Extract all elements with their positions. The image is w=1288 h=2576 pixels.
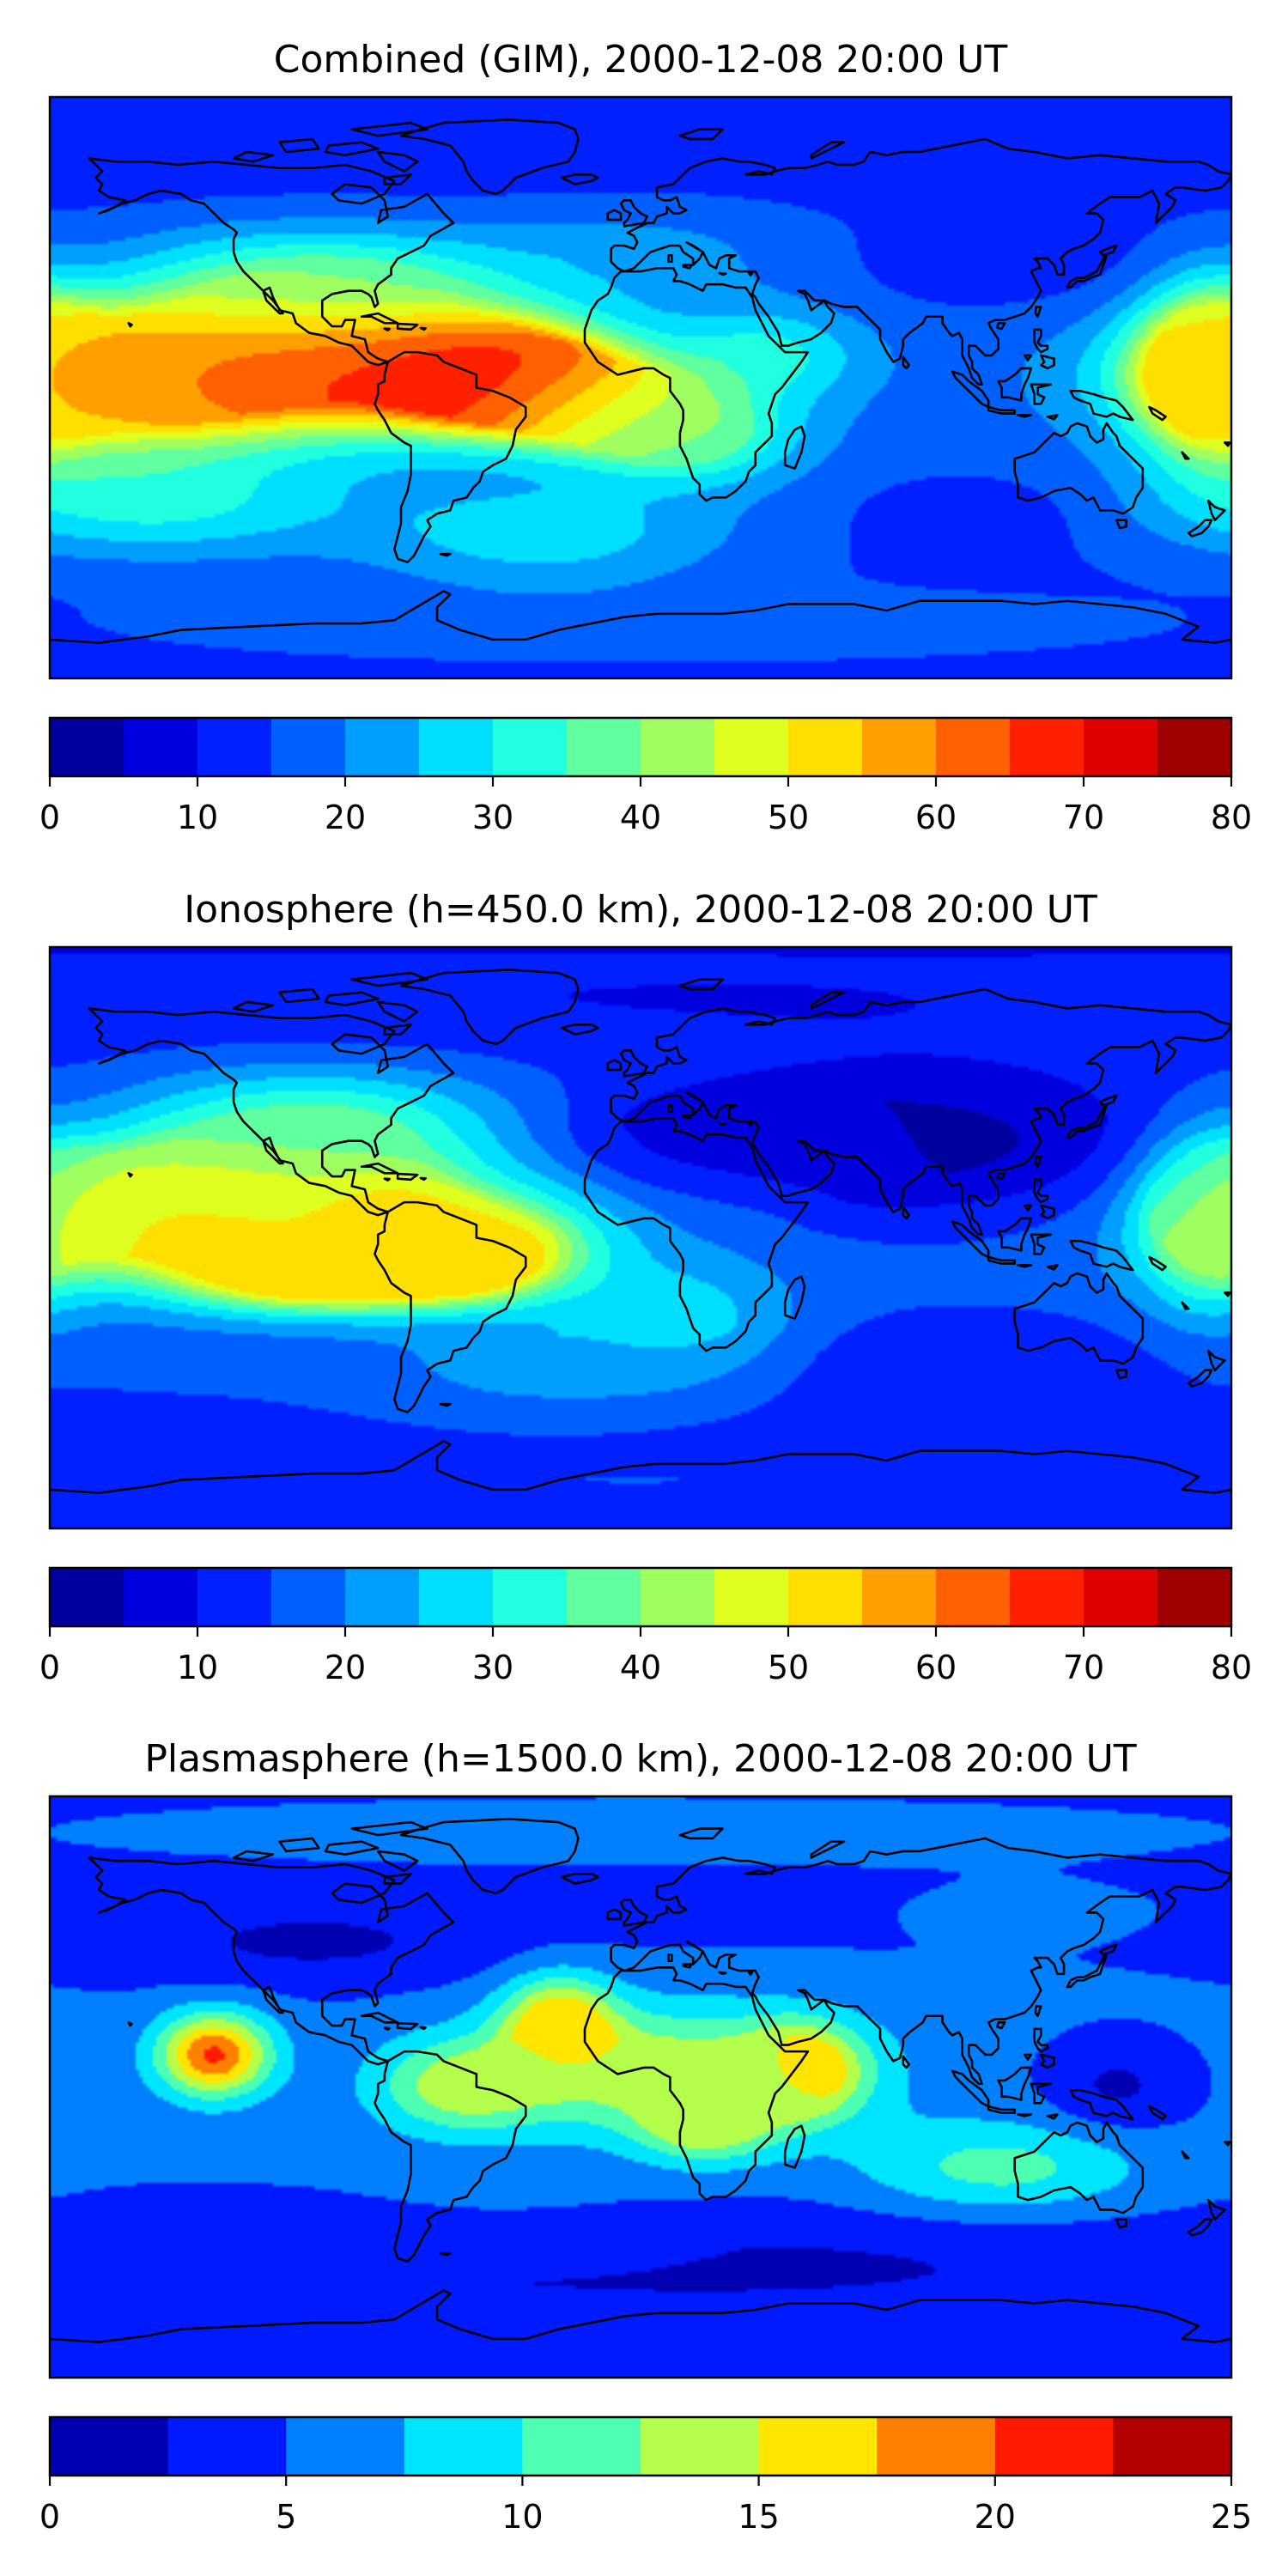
colorbar-bin xyxy=(641,718,715,776)
colorbar-tick-label: 70 xyxy=(1063,1649,1104,1686)
colorbar-bin xyxy=(50,2417,169,2476)
colorbar-bin xyxy=(419,718,494,776)
colorbar-bin xyxy=(936,1568,1011,1626)
colorbar-bin xyxy=(714,1568,789,1626)
colorbar-tick-label: 60 xyxy=(915,1649,957,1686)
colorbar-tick-label: 15 xyxy=(738,2498,779,2536)
chart-title: Ionosphere (h=450.0 km), 2000-12-08 20:0… xyxy=(184,888,1097,932)
colorbar-tick-label: 10 xyxy=(177,1649,218,1686)
colorbar-bin xyxy=(862,1568,937,1626)
colorbar-tick-label: 5 xyxy=(276,2498,296,2536)
colorbar-bin xyxy=(641,1568,715,1626)
colorbar-bin xyxy=(124,1568,198,1626)
colorbar-bin xyxy=(714,718,789,776)
colorbar-tick-label: 40 xyxy=(620,1649,661,1686)
colorbar-bin xyxy=(124,718,198,776)
colorbar-bin xyxy=(936,718,1011,776)
colorbar-tick-label: 0 xyxy=(39,2498,60,2536)
colorbar-bin xyxy=(1157,1568,1232,1626)
colorbar-bin xyxy=(1113,2417,1232,2476)
colorbar-bin xyxy=(345,1568,420,1626)
colorbar-bin xyxy=(788,1568,863,1626)
colorbar-bin xyxy=(567,718,641,776)
chart-title: Plasmasphere (h=1500.0 km), 2000-12-08 2… xyxy=(144,1737,1136,1781)
colorbar-bin xyxy=(197,1568,272,1626)
map-frame xyxy=(48,945,1233,1530)
colorbar-bin xyxy=(167,2417,287,2476)
colorbar-bin xyxy=(1157,718,1232,776)
colorbar: 0 10 20 30 40 50 60 70 80 xyxy=(39,1566,1252,1686)
colorbar-bin xyxy=(1084,718,1158,776)
chart-panel-2: Ionosphere (h=450.0 km), 2000-12-08 20:0… xyxy=(39,888,1252,1686)
colorbar-tick-label: 60 xyxy=(915,799,957,836)
colorbar-bin xyxy=(994,2417,1114,2476)
colorbar-bin xyxy=(1010,1568,1084,1626)
colorbar-tick-label: 10 xyxy=(177,799,218,836)
colorbar-bin xyxy=(271,1568,346,1626)
colorbar-bin xyxy=(877,2417,996,2476)
colorbar-tick-label: 80 xyxy=(1211,1649,1252,1686)
chart-panel-1: Combined (GIM), 2000-12-08 20:00 UT 0 10 20… xyxy=(39,38,1252,836)
colorbar-bin xyxy=(419,1568,494,1626)
colorbar-bin xyxy=(788,718,863,776)
colorbar-bin xyxy=(522,2417,641,2476)
colorbar-bin xyxy=(197,718,272,776)
colorbar-bin xyxy=(286,2417,405,2476)
colorbar-tick-label: 50 xyxy=(768,799,809,836)
colorbar-bin xyxy=(493,718,568,776)
colorbar-tick-label: 20 xyxy=(325,799,366,836)
colorbar-tick-label: 30 xyxy=(472,1649,513,1686)
colorbar-bin xyxy=(493,1568,568,1626)
colorbar-bin xyxy=(862,718,937,776)
colorbar-tick-label: 40 xyxy=(620,799,661,836)
colorbar-bin xyxy=(641,2417,760,2476)
field-image xyxy=(50,97,1231,678)
colorbar-bin xyxy=(50,718,125,776)
colorbar-tick-label: 0 xyxy=(39,1649,60,1686)
chart-panel-3: Plasmasphere (h=1500.0 km), 2000-12-08 2… xyxy=(39,1737,1252,2536)
colorbar-bin xyxy=(50,1568,125,1626)
colorbar-bin xyxy=(271,718,346,776)
colorbar-bin xyxy=(758,2417,878,2476)
colorbar-tick-label: 20 xyxy=(975,2498,1016,2536)
colorbar-tick-label: 20 xyxy=(325,1649,366,1686)
colorbar-tick-label: 50 xyxy=(768,1649,809,1686)
colorbar-tick-label: 25 xyxy=(1211,2498,1252,2536)
colorbar: 0 5 10 15 20 25 xyxy=(39,2415,1252,2536)
colorbar-bin xyxy=(345,718,420,776)
colorbar-tick-label: 70 xyxy=(1063,799,1104,836)
colorbar-tick-label: 80 xyxy=(1211,799,1252,836)
colorbar-tick-label: 10 xyxy=(501,2498,543,2536)
colorbar-bin xyxy=(1010,718,1084,776)
colorbar: 0 10 20 30 40 50 60 70 80 xyxy=(39,716,1252,836)
colorbar-tick-label: 30 xyxy=(472,799,513,836)
field-image xyxy=(50,1796,1231,2378)
colorbar-bin xyxy=(1084,1568,1158,1626)
colorbar-bin xyxy=(567,1568,641,1626)
colorbar-frame xyxy=(48,2415,1233,2477)
map-frame xyxy=(48,95,1233,680)
colorbar-bin xyxy=(404,2417,523,2476)
chart-title: Combined (GIM), 2000-12-08 20:00 UT xyxy=(274,38,1008,82)
map-frame xyxy=(48,1795,1233,2379)
colorbar-tick-label: 0 xyxy=(39,799,60,836)
field-image xyxy=(50,947,1231,1528)
